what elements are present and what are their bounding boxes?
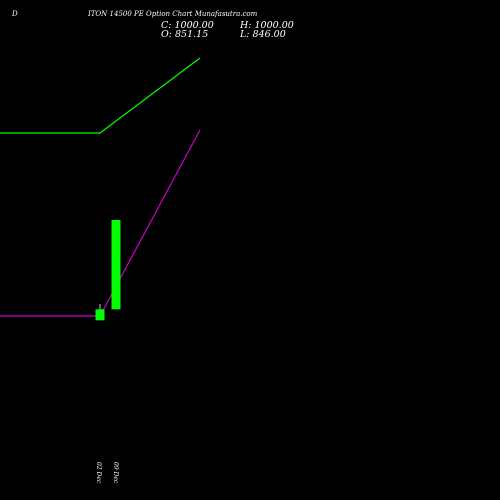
low-value: L: 846.00: [240, 29, 286, 40]
high-value: H: 1000.00: [240, 20, 294, 31]
overlay-line-1: [0, 57, 201, 134]
close-value: C: 1000.00: [161, 20, 214, 31]
x-tick-label: 09 Dec: [112, 462, 119, 484]
open-value: O: 851.15: [161, 29, 209, 40]
candle-body-2: [111, 220, 121, 310]
chart-title: ITON 14500 PE Option Chart Munafasutra.c…: [88, 10, 258, 18]
x-tick-label: 02 Dec: [95, 462, 102, 484]
overlay-line-2: [0, 129, 201, 317]
candle-body-1: [95, 309, 105, 321]
header-left-marker: D: [12, 10, 18, 18]
